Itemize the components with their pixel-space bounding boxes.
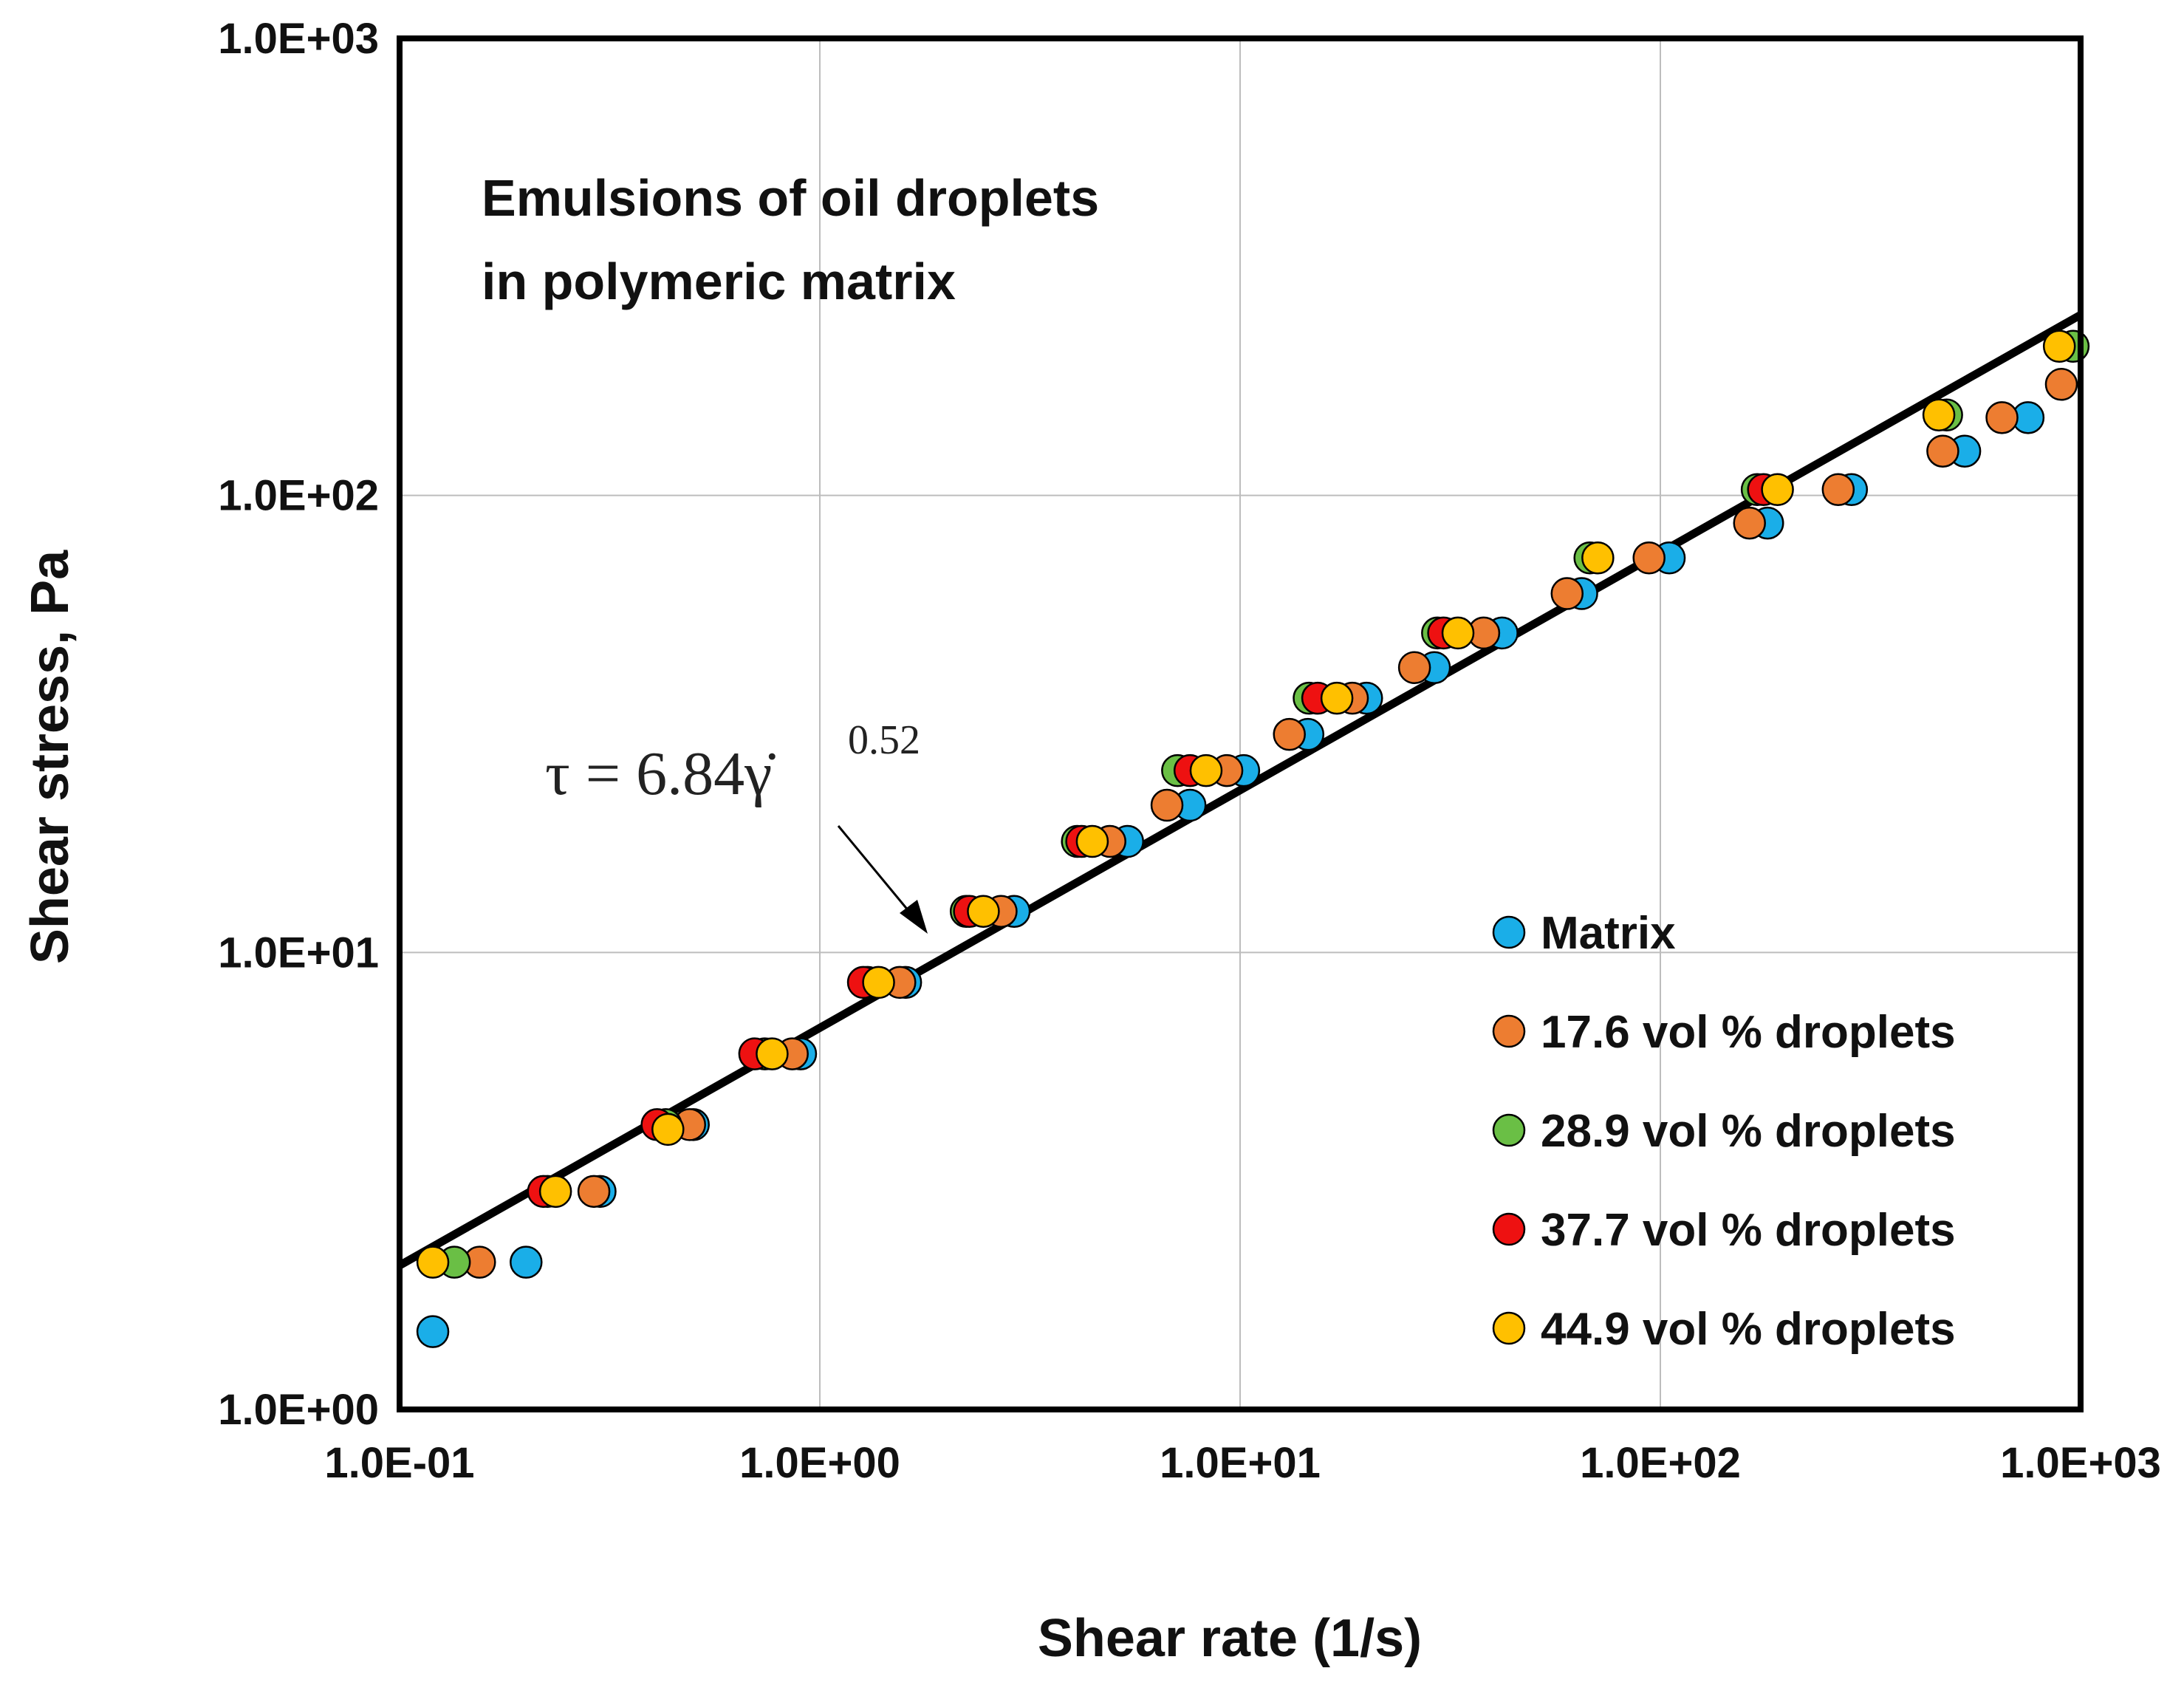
data-point — [1075, 824, 1109, 858]
plot-frame — [397, 35, 2084, 1412]
x-axis-title: Shear rate (1/s) — [1038, 1609, 1422, 1668]
data-point — [577, 1175, 611, 1209]
legend-label: 44.9 vol % droplets — [1541, 1304, 1956, 1355]
data-point — [1733, 506, 1766, 540]
data-point — [1441, 616, 1475, 650]
data-point — [967, 895, 1000, 928]
data-point — [1320, 681, 1354, 715]
data-point — [416, 1245, 450, 1279]
y-tick-label: 1.0E+03 — [218, 15, 379, 63]
y-tick-label: 1.0E+02 — [218, 472, 379, 520]
data-point — [1150, 788, 1184, 822]
data-point — [1581, 541, 1615, 575]
data-point — [1273, 717, 1306, 751]
data-point — [1189, 753, 1223, 787]
data-point — [651, 1113, 685, 1146]
data-point — [862, 966, 895, 999]
data-point — [1632, 541, 1666, 575]
data-point — [1926, 434, 1959, 468]
legend-label: Matrix — [1541, 908, 1676, 959]
legend-item: Matrix — [1492, 908, 1676, 959]
data-point — [1985, 401, 2019, 434]
x-tick-label: 1.0E-01 — [324, 1439, 474, 1487]
data-points — [416, 329, 2090, 1348]
legend-label: 37.7 vol % droplets — [1541, 1205, 1956, 1256]
data-point — [1821, 473, 1855, 506]
data-point — [416, 1315, 450, 1348]
annotation-line-2: in polymeric matrix — [482, 253, 956, 310]
x-tick-label: 1.0E+00 — [739, 1439, 900, 1487]
legend-item: 17.6 vol % droplets — [1492, 1007, 1956, 1058]
legend-marker — [1492, 1212, 1526, 1246]
y-axis-title: Shear stress, Pa — [21, 550, 80, 964]
fit-line-layer — [397, 311, 2083, 1269]
data-point — [1397, 651, 1431, 684]
data-point — [2044, 368, 2078, 401]
x-tick-label: 1.0E+01 — [1160, 1439, 1321, 1487]
data-point — [2042, 329, 2076, 363]
x-tick-label: 1.0E+03 — [2000, 1439, 2161, 1487]
y-tick-label: 1.0E+00 — [218, 1386, 379, 1434]
legend-marker — [1492, 915, 1526, 949]
data-point — [1550, 577, 1584, 610]
legend-marker — [1492, 1113, 1526, 1147]
power-law-fit-line — [397, 311, 2083, 1269]
fit-equation: τ = 6.84γ̇ — [545, 739, 776, 808]
data-point — [756, 1037, 789, 1070]
legend-label: 28.9 vol % droplets — [1541, 1106, 1956, 1157]
data-point — [538, 1175, 572, 1209]
legend-label: 17.6 vol % droplets — [1541, 1007, 1956, 1058]
data-point — [1922, 398, 1956, 431]
annotation-line-1: Emulsions of oil droplets — [482, 169, 1099, 227]
y-tick-labels: 1.0E+00 1.0E+01 1.0E+02 1.0E+03 — [218, 15, 379, 1434]
series-5 — [416, 329, 2076, 1279]
legend-marker — [1492, 1311, 1526, 1345]
x-tick-label: 1.0E+02 — [1580, 1439, 1741, 1487]
fit-equation-arrow — [837, 825, 928, 934]
x-tick-labels: 1.0E-01 1.0E+00 1.0E+01 1.0E+02 1.0E+03 — [324, 1439, 2160, 1487]
legend-item: 44.9 vol % droplets — [1492, 1304, 1956, 1355]
fit-equation-exponent: 0.52 — [848, 717, 920, 763]
legend-item: 37.7 vol % droplets — [1492, 1205, 1956, 1256]
y-tick-label: 1.0E+01 — [218, 929, 379, 977]
legend-marker — [1492, 1014, 1526, 1048]
data-point — [1761, 473, 1794, 506]
data-point — [510, 1245, 543, 1279]
legend-item: 28.9 vol % droplets — [1492, 1106, 1956, 1157]
legend: Matrix 17.6 vol % droplets 28.9 vol % drop… — [1492, 908, 1956, 1355]
